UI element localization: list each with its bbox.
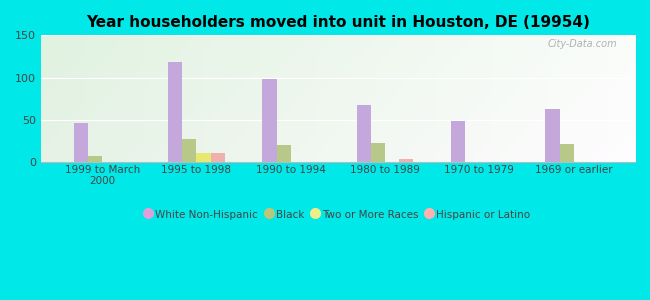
Bar: [560, 144, 574, 162]
Bar: [277, 145, 291, 162]
Bar: [88, 156, 102, 162]
Bar: [371, 143, 385, 162]
Text: City-Data.com: City-Data.com: [547, 39, 618, 49]
Bar: [196, 154, 211, 162]
Bar: [357, 104, 371, 162]
Legend: White Non-Hispanic, Black, Two or More Races, Hispanic or Latino: White Non-Hispanic, Black, Two or More R…: [142, 205, 534, 224]
Bar: [451, 122, 465, 162]
Bar: [211, 154, 225, 162]
Bar: [545, 109, 560, 162]
Title: Year householders moved into unit in Houston, DE (19954): Year householders moved into unit in Hou…: [86, 15, 590, 30]
Bar: [168, 62, 182, 162]
Bar: [399, 159, 413, 162]
Bar: [263, 79, 277, 162]
Bar: [74, 123, 88, 162]
Bar: [182, 139, 196, 162]
